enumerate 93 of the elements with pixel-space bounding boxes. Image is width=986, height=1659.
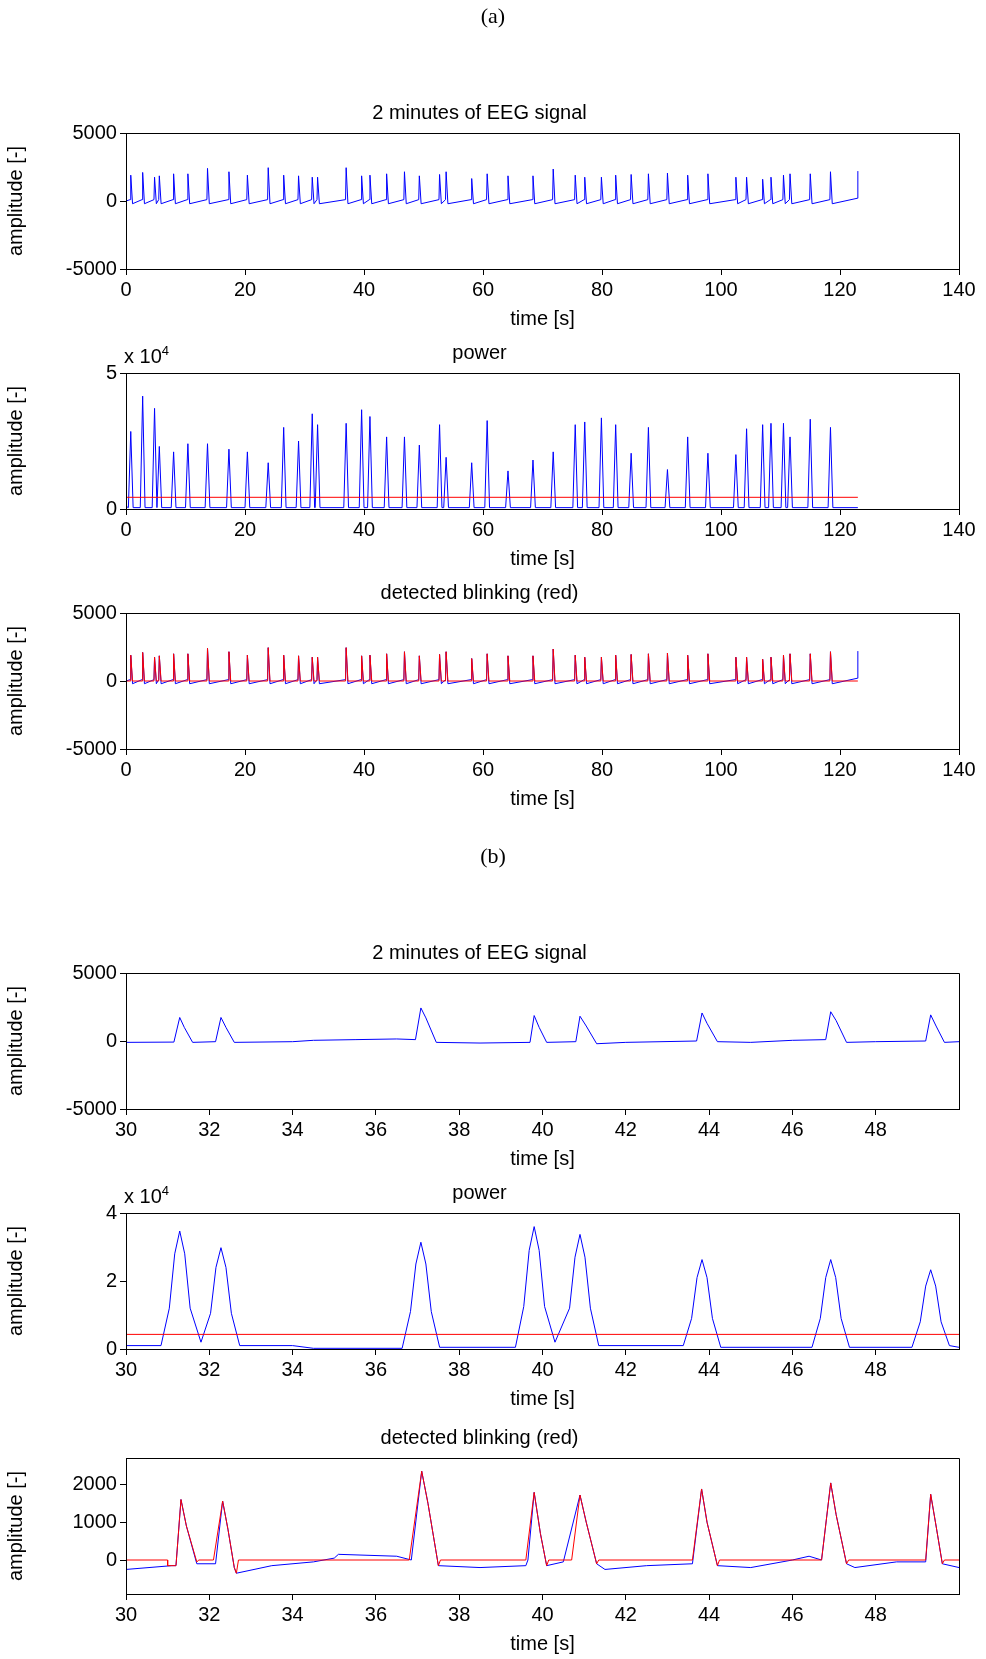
x-tick-label: 38 [448, 1117, 471, 1140]
y-axis-title: amplitude [-] [3, 385, 26, 497]
x-tick-label: 30 [114, 1357, 138, 1380]
chart-title: power [452, 340, 508, 363]
x-tick-label: 20 [233, 517, 257, 540]
x-tick-label: 120 [823, 277, 857, 300]
x-tick-label: 42 [614, 1117, 637, 1140]
y-tick-label: -5000 [65, 256, 117, 279]
y-tick-label: 5000 [72, 600, 117, 623]
x-tick-label: 80 [590, 517, 614, 540]
x-tick-label: 44 [697, 1357, 721, 1380]
y-tick-label: -5000 [65, 1096, 117, 1119]
x-tick-label: 40 [352, 517, 376, 540]
x-tick-label: 140 [942, 517, 976, 540]
x-tick-label: 0 [120, 277, 132, 300]
x-axis-title: time [s] [510, 786, 575, 809]
y-tick-label: 4 [105, 1200, 117, 1223]
x-tick-label: 42 [614, 1357, 637, 1380]
chart-title: power [452, 1180, 508, 1203]
y-axis-title: amplitude [-] [3, 625, 26, 737]
x-tick-label: 80 [590, 757, 614, 780]
x-tick-label: 38 [448, 1357, 471, 1380]
x-tick-label: 40 [531, 1602, 554, 1625]
y-tick-label: 0 [105, 496, 117, 519]
y-tick-label: 0 [105, 1547, 117, 1570]
x-axis-title: time [s] [510, 1146, 575, 1169]
x-tick-label: 0 [120, 757, 132, 780]
y-axis-title: amplitude [-] [3, 145, 26, 257]
x-tick-label: 38 [448, 1602, 471, 1625]
x-tick-label: 36 [364, 1602, 388, 1625]
x-tick-label: 40 [352, 757, 376, 780]
x-tick-label: 46 [781, 1117, 804, 1140]
x-tick-label: 140 [942, 277, 976, 300]
y-tick-label: 0 [105, 1336, 117, 1359]
x-tick-label: 30 [114, 1602, 138, 1625]
x-tick-label: 60 [471, 517, 495, 540]
y-tick-label: -5000 [65, 736, 117, 759]
x-axis-title: time [s] [510, 306, 575, 329]
x-tick-label: 36 [364, 1357, 388, 1380]
chart-title: detected blinking (red) [380, 580, 579, 603]
text: x 10$^{4}$ [124, 1183, 170, 1208]
y-tick-label: 0 [105, 668, 117, 691]
text: (a) [480, 3, 506, 29]
y-axis-title: amplitude [-] [3, 1225, 26, 1337]
x-tick-label: 48 [864, 1602, 887, 1625]
x-tick-label: 60 [471, 277, 495, 300]
x-tick-label: 32 [198, 1602, 221, 1625]
x-tick-label: 30 [114, 1117, 138, 1140]
y-tick-label: 1000 [72, 1509, 117, 1532]
x-axis-title: time [s] [510, 1631, 575, 1654]
x-tick-label: 100 [704, 517, 738, 540]
y-tick-label: 0 [105, 1028, 117, 1051]
x-tick-label: 34 [281, 1602, 304, 1625]
x-tick-label: 34 [281, 1117, 304, 1140]
x-tick-label: 0 [120, 517, 132, 540]
x-tick-label: 34 [281, 1357, 304, 1380]
chart-title: detected blinking (red) [380, 1425, 579, 1448]
x-axis-title: time [s] [510, 1386, 575, 1409]
y-tick-label: 5 [105, 360, 117, 383]
x-tick-label: 40 [531, 1117, 554, 1140]
x-tick-label: 60 [471, 757, 495, 780]
y-tick-label: 0 [105, 188, 117, 211]
x-tick-label: 46 [781, 1602, 804, 1625]
text: (b) [480, 843, 506, 869]
chart-title: 2 minutes of EEG signal [372, 100, 587, 123]
y-tick-label: 5000 [72, 960, 117, 983]
x-tick-label: 48 [864, 1357, 887, 1380]
x-tick-label: 44 [697, 1117, 721, 1140]
y-axis-title: amplitude [-] [3, 985, 26, 1097]
x-tick-label: 40 [531, 1357, 554, 1380]
x-axis-title: time [s] [510, 546, 575, 569]
x-tick-label: 32 [198, 1117, 221, 1140]
x-tick-label: 20 [233, 277, 257, 300]
x-tick-label: 120 [823, 757, 857, 780]
x-tick-label: 32 [198, 1357, 221, 1380]
x-tick-label: 120 [823, 517, 857, 540]
y-tick-label: 2000 [72, 1471, 117, 1494]
x-tick-label: 40 [352, 277, 376, 300]
x-tick-label: 140 [942, 757, 976, 780]
chart-title: 2 minutes of EEG signal [372, 940, 587, 963]
y-tick-label: 2 [105, 1268, 117, 1291]
x-tick-label: 100 [704, 757, 738, 780]
x-tick-label: 80 [590, 277, 614, 300]
x-tick-label: 44 [697, 1602, 721, 1625]
x-tick-label: 48 [864, 1117, 887, 1140]
x-tick-label: 42 [614, 1602, 637, 1625]
x-tick-label: 36 [364, 1117, 388, 1140]
y-axis-title: amplitude [-] [3, 1470, 26, 1582]
text: x 10$^{4}$ [124, 343, 170, 368]
x-tick-label: 100 [704, 277, 738, 300]
y-tick-label: 5000 [72, 120, 117, 143]
x-tick-label: 46 [781, 1357, 804, 1380]
x-tick-label: 20 [233, 757, 257, 780]
